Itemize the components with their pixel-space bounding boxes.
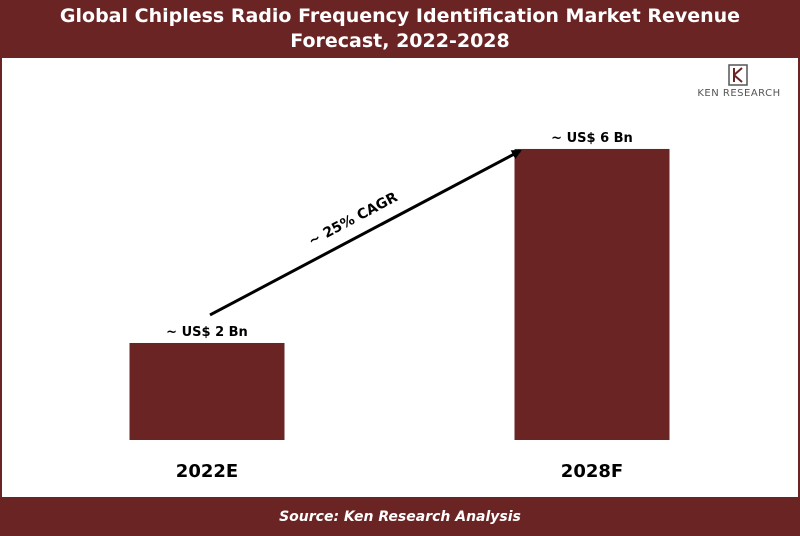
bar-2022E [129, 342, 285, 440]
cagr-arrow [209, 149, 522, 317]
chart-title: Global Chipless Radio Frequency Identifi… [59, 5, 741, 52]
category-label-2022E: 2022E [176, 461, 238, 482]
logo-text: KEN RESEARCH [697, 88, 781, 99]
source-banner: Source: Ken Research Analysis [0, 497, 800, 536]
data-label-2022E: ~ US$ 2 Bn [166, 325, 248, 340]
data-label-2028F: ~ US$ 6 Bn [551, 131, 633, 146]
category-label-2028F: 2028F [561, 461, 623, 482]
labels-layer: ~ US$ 2 Bn 2022E ~ US$ 6 Bn 2028F [166, 131, 633, 482]
source-note: Source: Ken Research Analysis [279, 508, 521, 525]
bar-2028F [514, 148, 670, 440]
bars-layer [129, 148, 670, 440]
title-banner: Global Chipless Radio Frequency Identifi… [0, 0, 800, 58]
ken-research-logo: KEN RESEARCH [686, 64, 792, 104]
ken-research-logo-icon [728, 64, 748, 86]
